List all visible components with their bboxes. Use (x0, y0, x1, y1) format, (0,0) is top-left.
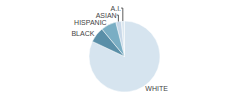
svg-text:A.I.: A.I. (111, 5, 122, 12)
svg-text:BLACK: BLACK (71, 30, 94, 37)
svg-text:HISPANIC: HISPANIC (74, 19, 107, 26)
svg-text:WHITE: WHITE (145, 85, 168, 92)
svg-text:ASIAN: ASIAN (96, 12, 117, 19)
